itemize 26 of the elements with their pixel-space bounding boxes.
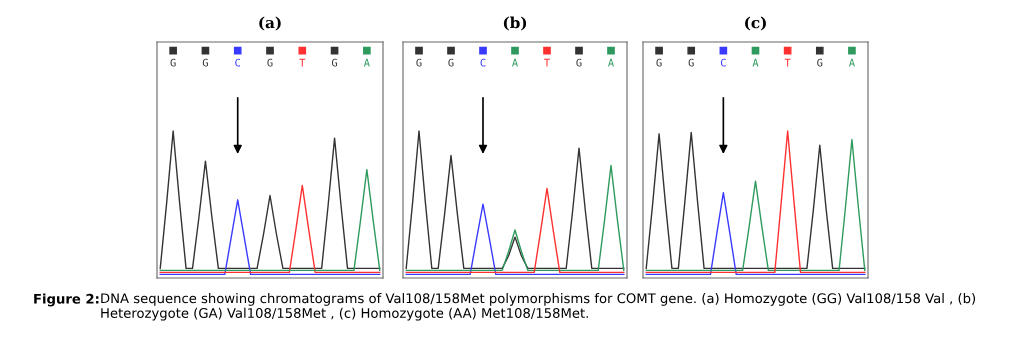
text: G bbox=[656, 58, 662, 67]
chart-title: (a) bbox=[259, 16, 281, 31]
text: G bbox=[170, 58, 176, 67]
text: T bbox=[784, 58, 791, 67]
text: G bbox=[202, 58, 208, 67]
chart-title: (b) bbox=[503, 16, 527, 31]
text: A bbox=[608, 58, 614, 67]
text: A bbox=[752, 58, 759, 67]
text: A bbox=[848, 58, 855, 67]
text: C bbox=[235, 58, 241, 67]
text: A bbox=[512, 58, 518, 67]
text: G bbox=[267, 58, 273, 67]
caption: Figure 2: bbox=[34, 293, 99, 307]
text: T bbox=[544, 58, 550, 67]
text: G bbox=[448, 58, 454, 67]
text: G bbox=[576, 58, 582, 67]
text: G bbox=[817, 58, 823, 67]
text: T bbox=[299, 58, 306, 67]
text: C bbox=[480, 58, 486, 67]
text: G bbox=[416, 58, 422, 67]
text: C bbox=[720, 58, 726, 67]
chart-title: (c) bbox=[745, 16, 766, 31]
text: DNA sequence showing chromatograms of Val108/158Met polymorphisms for COMT gene. (a) Homozygote (GG) Val108/158 Val , (b) Heterozygote (GA) Val108/158Met , (c) Homozygote (AA) Met108/158Met. bbox=[101, 293, 976, 321]
text: A bbox=[363, 58, 370, 67]
text: G bbox=[688, 58, 694, 67]
text: G bbox=[331, 58, 338, 67]
